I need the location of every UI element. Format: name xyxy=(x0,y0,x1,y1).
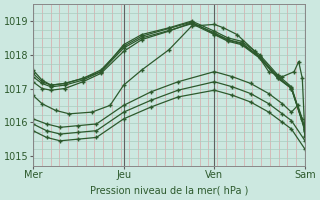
X-axis label: Pression niveau de la mer( hPa ): Pression niveau de la mer( hPa ) xyxy=(90,186,248,196)
